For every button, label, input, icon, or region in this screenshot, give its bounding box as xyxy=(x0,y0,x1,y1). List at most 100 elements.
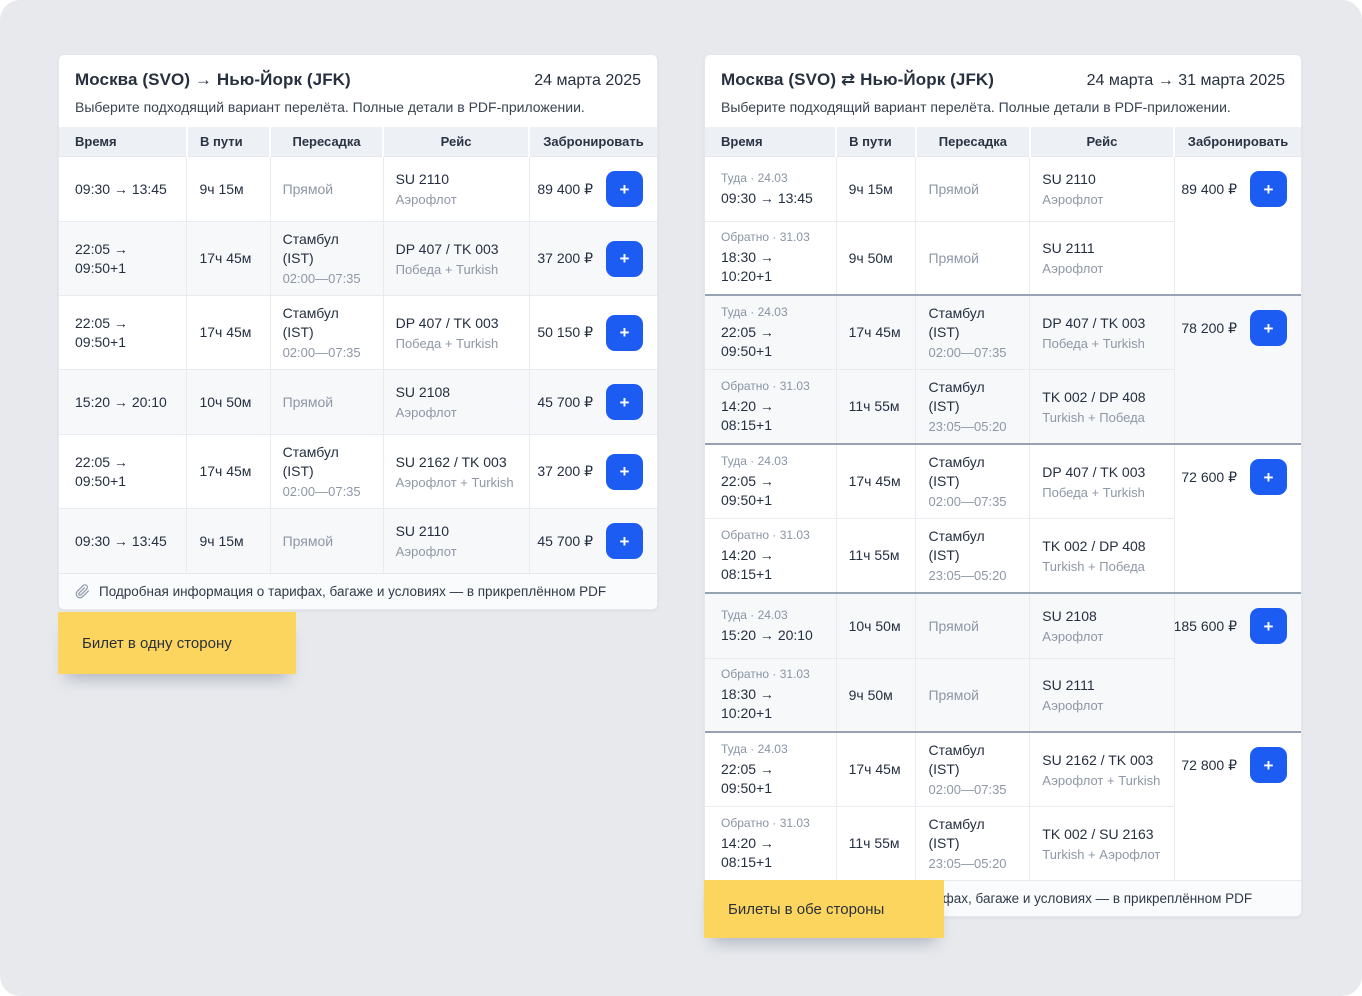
fare-pair: Туда · 24.03 22:05 → 09:50+1 17ч 45м Ста… xyxy=(705,295,1301,444)
book-button[interactable]: + xyxy=(606,453,643,490)
cell-flight: DP 407 / TK 003 Победа + Turkish xyxy=(1029,295,1175,370)
one-way-card: Москва (SVO) → Нью-Йорк (JFK) 24 марта 2… xyxy=(58,54,658,610)
book-button[interactable]: + xyxy=(1250,747,1287,783)
book-button[interactable]: + xyxy=(606,384,643,420)
book-button[interactable]: + xyxy=(1250,608,1287,644)
cell-price: 89 400 ₽ + xyxy=(528,156,657,222)
cell-duration: 9ч 50м xyxy=(835,658,916,732)
cell-price: 89 400 ₽ + xyxy=(1173,156,1301,295)
round-trip-ticket-badge[interactable]: Билеты в обе стороны xyxy=(704,880,944,938)
price-value: 72 800 ₽ xyxy=(1181,756,1237,773)
column-header-flight: Рейс xyxy=(1028,127,1175,157)
cell-time: Туда · 24.03 22:05 → 09:50+1 xyxy=(705,732,836,807)
round-trip-card: Москва (SVO) ⇄ Нью-Йорк (JFK) 24 марта →… xyxy=(704,54,1302,917)
leg-label: Обратно · 31.03 xyxy=(721,815,810,830)
fare-pair: Туда · 24.03 09:30 → 13:45 9ч 15м Прямой… xyxy=(705,156,1301,295)
flight-row: 09:30 → 13:45 9ч 15м Прямой SU 2110 Аэро… xyxy=(59,508,657,573)
route-title: Москва (SVO) ⇄ Нью-Йорк (JFK) xyxy=(721,70,995,89)
cell-flight: SU 2111 Аэрофлот xyxy=(1029,658,1175,732)
cell-time: 15:20 → 20:10 xyxy=(59,369,187,435)
column-header-flight: Рейс xyxy=(382,127,529,157)
book-button[interactable]: + xyxy=(606,523,643,559)
leg-label: Туда · 24.03 xyxy=(721,741,788,756)
table-header-row: Время В пути Пересадка Рейс Забронироват… xyxy=(59,127,657,157)
cell-transfer: Стамбул (IST) 23:05—05:20 xyxy=(915,369,1030,444)
cell-time: 22:05 → 09:50+1 xyxy=(59,434,187,509)
cell-time: Обратно · 31.03 14:20 → 08:15+1 xyxy=(705,806,837,880)
cell-transfer: Прямой xyxy=(269,369,384,435)
column-header-book: Забронировать xyxy=(1173,127,1301,157)
column-header-book: Забронировать xyxy=(528,127,657,157)
cell-time: Туда · 24.03 22:05 → 09:50+1 xyxy=(705,295,837,370)
cell-price: 45 700 ₽ + xyxy=(528,369,657,435)
cell-time: Туда · 24.03 22:05 → 09:50+1 xyxy=(705,444,836,519)
cell-flight: TK 002 / SU 2163 Turkish + Аэрофлот xyxy=(1029,806,1175,880)
cell-flight: SU 2162 / TK 003 Аэрофлот + Turkish xyxy=(1029,732,1175,807)
cell-time: Обратно · 31.03 18:30 → 10:20+1 xyxy=(705,658,837,732)
cell-flight: SU 2110 Аэрофлот xyxy=(382,508,529,573)
inbound-row: Обратно · 31.03 14:20 → 08:15+1 11ч 55м … xyxy=(705,518,1301,593)
inbound-row: Обратно · 31.03 18:30 → 10:20+1 9ч 50м П… xyxy=(705,221,1301,295)
cell-transfer: Стамбул (IST) 23:05—05:20 xyxy=(915,518,1030,593)
cell-duration: 11ч 55м xyxy=(835,518,916,593)
cell-price: 185 600 ₽ + xyxy=(1173,593,1301,732)
book-button[interactable]: + xyxy=(606,314,643,351)
flight-row: 22:05 → 09:50+1 17ч 45м Стамбул (IST) 02… xyxy=(59,295,657,370)
cell-time: 09:30 → 13:45 xyxy=(75,180,167,197)
book-button[interactable]: + xyxy=(1250,171,1287,207)
outbound-row: Туда · 24.03 09:30 → 13:45 9ч 15м Прямой… xyxy=(705,156,1301,295)
cell-duration: 9ч 50м xyxy=(835,221,916,295)
round-trip-flights-table: Время В пути Пересадка Рейс Забронироват… xyxy=(705,127,1301,880)
subtitle: Выберите подходящий вариант перелёта. По… xyxy=(721,99,1231,115)
fare-pair: Туда · 24.03 15:20 → 20:10 10ч 50м Прямо… xyxy=(705,593,1301,732)
cell-transfer: Прямой xyxy=(269,156,384,222)
cell-time: 22:05 → 09:50+1 xyxy=(59,295,187,370)
cell-duration: 9ч 15м xyxy=(835,156,916,222)
cell-time: Обратно · 31.03 18:30 → 10:20+1 xyxy=(705,221,837,295)
column-header-time: Время xyxy=(705,127,837,157)
cell-price: 50 150 ₽ + xyxy=(528,295,657,370)
outbound-row: Туда · 24.03 22:05 → 09:50+1 17ч 45м Ста… xyxy=(705,444,1301,593)
leg-label: Обратно · 31.03 xyxy=(721,230,810,244)
cell-transfer: Стамбул (IST) 02:00—07:35 xyxy=(915,295,1030,370)
cell-duration: 17ч 45м xyxy=(186,434,271,509)
leg-label: Обратно · 31.03 xyxy=(721,667,810,681)
cell-time: Обратно · 31.03 14:20 → 08:15+1 xyxy=(705,518,837,593)
flight-row: 22:05 → 09:50+1 17ч 45м Стамбул (IST) 02… xyxy=(59,221,657,296)
book-button[interactable]: + xyxy=(1250,310,1287,346)
cell-flight: SU 2108 Аэрофлот xyxy=(382,369,529,435)
price-value: 185 600 ₽ xyxy=(1174,617,1237,634)
cell-transfer: Стамбул (IST) 02:00—07:35 xyxy=(915,732,1030,807)
cell-flight: DP 407 / TK 003 Победа + Turkish xyxy=(382,295,529,370)
cell-flight: TK 002 / DP 408 Turkish + Победа xyxy=(1029,518,1175,593)
fare-pair: Туда · 24.03 22:05 → 09:50+1 17ч 45м Ста… xyxy=(705,444,1301,593)
column-header-duration: В пути xyxy=(835,127,916,157)
book-button[interactable]: + xyxy=(606,171,643,207)
fare-pair: Туда · 24.03 22:05 → 09:50+1 17ч 45м Ста… xyxy=(705,732,1301,880)
cell-duration: 11ч 55м xyxy=(835,806,916,880)
cell-duration: 17ч 45м xyxy=(186,221,271,296)
one-way-ticket-badge[interactable]: Билет в одну сторону xyxy=(58,612,296,674)
cell-transfer: Стамбул (IST) 02:00—07:35 xyxy=(915,444,1030,519)
leg-label: Туда · 24.03 xyxy=(721,304,788,319)
cell-price: 78 200 ₽ + xyxy=(1173,295,1301,444)
book-button[interactable]: + xyxy=(606,240,643,277)
cell-transfer: Прямой xyxy=(915,593,1030,659)
date-label: 24 марта → 31 марта 2025 xyxy=(1086,72,1285,89)
book-button[interactable]: + xyxy=(1250,459,1287,495)
cell-duration: 9ч 15м xyxy=(186,156,271,222)
cell-duration: 17ч 45м xyxy=(835,732,916,807)
cell-flight: SU 2110 Аэрофлот xyxy=(1029,156,1175,222)
cell-time: Туда · 24.03 09:30 → 13:45 xyxy=(705,157,836,222)
cell-transfer: Стамбул (IST) 23:05—05:20 xyxy=(915,806,1030,880)
cell-price: 72 800 ₽ + xyxy=(1173,732,1301,880)
pdf-note-text: Подробная информация о тарифах, багаже и… xyxy=(99,584,607,599)
price-value: 37 200 ₽ xyxy=(537,250,593,266)
route-title: Москва (SVO) → Нью-Йорк (JFK) xyxy=(75,70,351,89)
cell-flight: DP 407 / TK 003 Победа + Turkish xyxy=(382,221,529,296)
cell-transfer: Прямой xyxy=(915,658,1030,732)
outbound-row: Туда · 24.03 22:05 → 09:50+1 17ч 45м Ста… xyxy=(705,295,1301,444)
cell-time: 09:30 → 13:45 xyxy=(59,508,187,573)
cell-flight: SU 2108 Аэрофлот xyxy=(1029,593,1175,659)
cell-duration: 10ч 50м xyxy=(186,369,271,435)
